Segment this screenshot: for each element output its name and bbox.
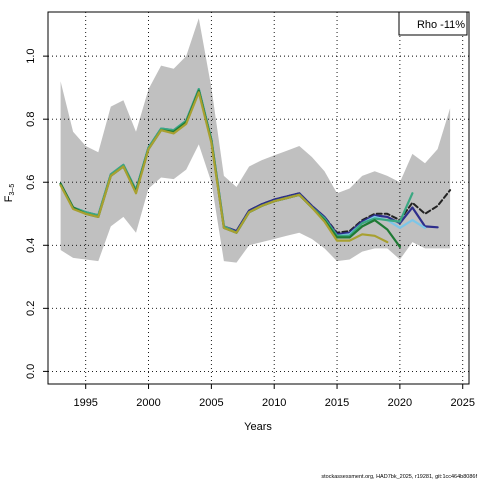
series-line-6 <box>59 91 389 244</box>
legend-label: Rho -11% <box>417 19 465 31</box>
x-tick-label: 2020 <box>388 397 412 409</box>
plot-frame <box>47 11 470 385</box>
x-tick-label: 2025 <box>450 397 474 409</box>
x-axis-title: Years <box>244 421 272 433</box>
y-tick-label: 0.0 <box>25 364 37 379</box>
confidence-band <box>60 18 451 263</box>
x-tick-label: 2010 <box>262 397 286 409</box>
y-tick-label: 0.2 <box>25 301 37 316</box>
y-axis-title-sub: 3–5 <box>9 184 16 196</box>
x-axis: 1995 2000 2005 2010 2015 2020 2025 <box>73 384 475 409</box>
y-axis-title-main: F <box>3 195 15 202</box>
y-axis: 0.0 0.2 0.4 0.6 0.8 1.0 <box>25 48 48 379</box>
legend-box <box>398 11 468 36</box>
y-tick-label: 0.6 <box>25 175 37 190</box>
footer-text: stockassessment.org, HAD7bk_2025, r19281… <box>321 474 477 480</box>
x-tick-label: 2015 <box>325 397 349 409</box>
y-tick-label: 0.4 <box>25 238 37 253</box>
confidence-band-layer <box>60 18 451 263</box>
series-layer <box>59 88 452 248</box>
y-tick-label: 1.0 <box>25 48 37 63</box>
x-tick-label: 1995 <box>73 397 97 409</box>
y-tick-label: 0.8 <box>25 112 37 127</box>
legend: Rho -11% <box>398 11 468 36</box>
x-tick-label: 2000 <box>136 397 160 409</box>
svg-text:F3–5: F3–5 <box>3 184 16 203</box>
x-tick-label: 2005 <box>199 397 223 409</box>
y-axis-title: F3–5 <box>3 184 16 203</box>
